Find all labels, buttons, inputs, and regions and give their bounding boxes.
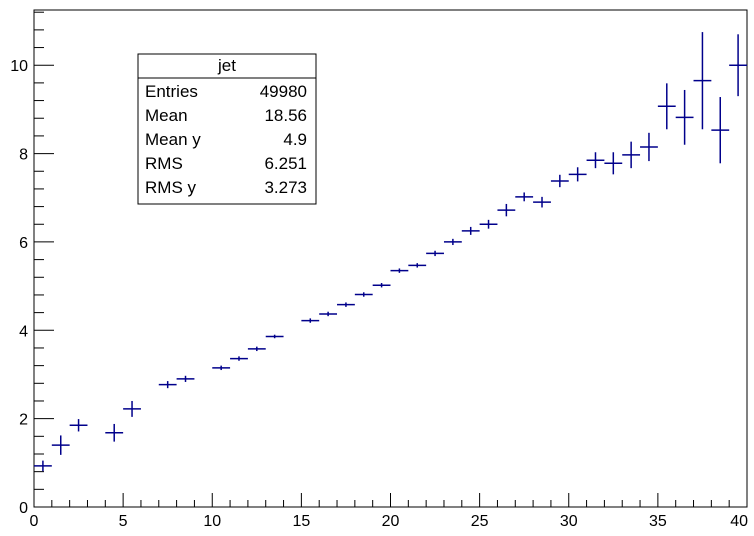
data-point <box>533 196 551 208</box>
data-point <box>640 132 658 162</box>
stats-box: jet Entries 49980 Mean 18.56 Mean y 4.9 … <box>137 53 317 205</box>
stats-value-rms: 6.251 <box>264 154 307 173</box>
stats-label-mean: Mean <box>145 106 188 125</box>
data-point <box>372 283 391 288</box>
y-tick-labels: 0 2 4 6 8 10 <box>10 58 28 517</box>
data-point <box>426 250 444 257</box>
data-point <box>693 32 712 130</box>
data-point <box>105 423 124 442</box>
data-point <box>230 356 248 361</box>
x-tick-label: 25 <box>471 513 489 530</box>
data-point <box>176 375 195 382</box>
x-tick-label: 20 <box>382 513 400 530</box>
data-point <box>34 460 52 472</box>
y-tick-label: 0 <box>19 500 28 517</box>
stats-label-rms: RMS <box>145 154 183 173</box>
data-point <box>319 311 338 317</box>
data-point <box>729 34 747 97</box>
data-point <box>497 203 516 217</box>
data-points <box>34 32 747 472</box>
data-point <box>657 83 676 130</box>
y-tick-label: 10 <box>10 58 28 75</box>
x-tick-label: 5 <box>119 513 128 530</box>
data-point <box>568 167 587 182</box>
stats-label-mean-y: Mean y <box>145 130 201 149</box>
data-point <box>479 219 498 229</box>
x-tick-label: 0 <box>30 513 39 530</box>
x-tick-labels: 0 5 10 15 20 25 30 35 40 <box>30 513 749 530</box>
data-point <box>265 334 284 339</box>
data-point <box>69 419 88 432</box>
x-tick-label: 10 <box>203 513 221 530</box>
stats-label-rms-y: RMS y <box>145 178 197 197</box>
data-point <box>675 89 694 145</box>
stats-value-entries: 49980 <box>260 82 307 101</box>
y-tick-label: 2 <box>19 412 28 429</box>
data-point <box>586 152 605 169</box>
data-point <box>711 97 730 164</box>
data-point <box>247 346 266 352</box>
stats-value-rms-y: 3.273 <box>264 178 307 197</box>
data-point <box>461 226 480 235</box>
axis-ticks <box>33 11 748 508</box>
data-point <box>212 365 231 371</box>
x-tick-label: 30 <box>560 513 578 530</box>
stats-value-mean-y: 4.9 <box>283 130 307 149</box>
data-point <box>604 152 623 175</box>
data-point <box>337 302 355 307</box>
data-point <box>622 141 641 169</box>
y-tick-label: 6 <box>19 235 28 252</box>
stats-title: jet <box>217 56 236 75</box>
data-point <box>123 400 141 417</box>
data-point <box>390 268 409 273</box>
y-tick-label: 4 <box>19 323 28 340</box>
data-point <box>158 381 177 389</box>
data-point <box>354 292 373 297</box>
y-tick-label: 8 <box>19 147 28 164</box>
stats-box-frame <box>137 53 317 205</box>
x-tick-label: 15 <box>292 513 310 530</box>
x-tick-label: 35 <box>649 513 667 530</box>
stats-label-entries: Entries <box>145 82 198 101</box>
stats-value-mean: 18.56 <box>264 106 307 125</box>
data-point <box>515 192 534 202</box>
x-tick-label: 40 <box>730 513 748 530</box>
data-point <box>408 263 427 268</box>
data-point <box>443 238 462 246</box>
data-point <box>550 174 569 188</box>
data-point <box>51 435 70 455</box>
data-point <box>301 318 320 323</box>
